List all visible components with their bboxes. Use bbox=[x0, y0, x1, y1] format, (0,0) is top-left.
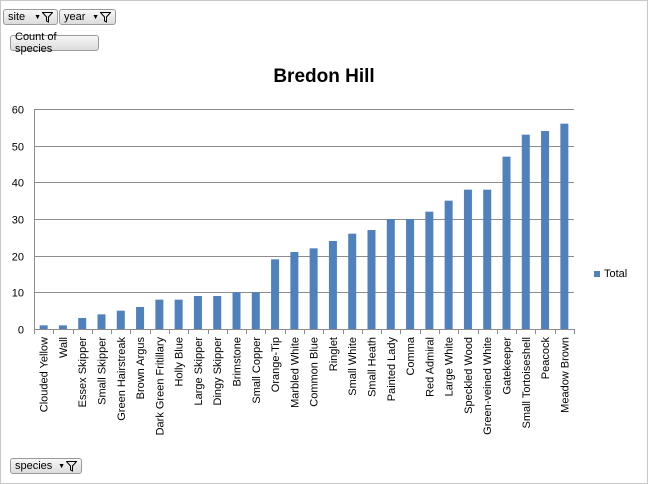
y-tick-label: 0 bbox=[18, 325, 24, 337]
x-tick-label: Meadow Brown bbox=[559, 337, 571, 413]
x-tick-label: Essex Skipper bbox=[77, 337, 89, 408]
bar bbox=[367, 230, 376, 329]
filter-funnel-icon bbox=[66, 460, 77, 472]
bar bbox=[560, 123, 569, 330]
bar bbox=[483, 189, 492, 329]
y-tick-label: 20 bbox=[12, 252, 24, 264]
bar bbox=[116, 310, 125, 329]
x-tick-label: Brown Argus bbox=[135, 337, 147, 400]
x-tick-label: Clouded Yellow bbox=[39, 337, 51, 412]
y-tick-label: 30 bbox=[12, 215, 24, 227]
x-tick-label: Gatekeeper bbox=[502, 337, 514, 395]
bar bbox=[541, 131, 550, 329]
bar bbox=[386, 219, 395, 329]
site-filter-button[interactable]: site ▼ bbox=[3, 9, 58, 25]
bar bbox=[425, 211, 434, 329]
y-tick-label: 50 bbox=[12, 142, 24, 154]
y-tick-label: 60 bbox=[12, 105, 24, 117]
x-tick-label: Holly Blue bbox=[174, 337, 186, 387]
x-tick-label: Green Hairstreak bbox=[116, 337, 128, 421]
x-tick-label: Comma bbox=[405, 336, 417, 375]
x-tick-label: Red Admiral bbox=[424, 337, 436, 397]
filter-funnel-icon bbox=[42, 11, 53, 23]
filter-funnel-icon bbox=[100, 11, 111, 23]
bar bbox=[193, 296, 202, 329]
bar bbox=[309, 248, 318, 329]
y-tick-label: 40 bbox=[12, 178, 24, 190]
x-tick-label: Large Skipper bbox=[193, 337, 205, 406]
bar bbox=[213, 296, 222, 329]
dropdown-arrow-icon: ▼ bbox=[58, 462, 65, 470]
species-axis-field-button[interactable]: species ▼ bbox=[10, 458, 82, 474]
x-tick-label: Painted Lady bbox=[386, 337, 398, 402]
x-tick-label: Ringlet bbox=[328, 337, 340, 371]
x-tick-label: Marbled White bbox=[289, 337, 301, 408]
bar bbox=[58, 325, 67, 329]
x-tick-label: Small Tortoiseshell bbox=[521, 337, 533, 429]
x-tick-label: Dingy Skipper bbox=[212, 337, 224, 406]
year-filter-label: year bbox=[64, 11, 86, 23]
site-filter-label: site bbox=[8, 11, 26, 23]
x-tick-label: Green-veined White bbox=[482, 337, 494, 435]
x-tick-label: Small Copper bbox=[251, 337, 263, 404]
x-tick-label: Small Skipper bbox=[97, 337, 109, 405]
x-tick-label: Small White bbox=[347, 337, 359, 396]
bar bbox=[136, 307, 145, 329]
bar bbox=[271, 259, 280, 329]
x-tick-label: Orange-Tip bbox=[270, 337, 282, 392]
value-field-button[interactable]: Count of species bbox=[10, 31, 99, 55]
bar bbox=[39, 325, 48, 329]
x-tick-label: Large White bbox=[444, 337, 456, 396]
bar bbox=[444, 200, 453, 329]
bar bbox=[78, 318, 87, 329]
bar bbox=[521, 134, 530, 329]
legend-label: Total bbox=[604, 268, 628, 280]
x-tick-label: Brimstone bbox=[232, 337, 244, 387]
bar bbox=[174, 299, 183, 329]
bar bbox=[155, 299, 164, 329]
x-tick-label: Common Blue bbox=[309, 337, 321, 407]
x-tick-label: Wall bbox=[58, 337, 70, 358]
bar bbox=[97, 314, 106, 329]
y-tick-label: 10 bbox=[12, 288, 24, 300]
legend: Total bbox=[594, 268, 627, 280]
x-tick-label: Peacock bbox=[540, 337, 552, 380]
dropdown-arrow-icon: ▼ bbox=[92, 13, 99, 21]
value-field-label: Count of species bbox=[15, 31, 57, 55]
bar bbox=[328, 241, 337, 329]
bar bbox=[251, 292, 260, 329]
dropdown-arrow-icon: ▼ bbox=[34, 13, 41, 21]
chart-title: Bredon Hill bbox=[273, 66, 375, 87]
x-tick-label: Dark Green Fritillary bbox=[154, 337, 166, 436]
legend-swatch bbox=[594, 271, 600, 277]
bar bbox=[406, 219, 415, 329]
year-filter-button[interactable]: year ▼ bbox=[59, 9, 116, 25]
x-tick-label: Speckled Wood bbox=[463, 337, 475, 414]
bar bbox=[290, 252, 299, 329]
species-axis-field-label: species bbox=[15, 460, 53, 472]
x-tick-label: Small Heath bbox=[367, 337, 379, 397]
bar bbox=[502, 156, 511, 329]
bar bbox=[232, 292, 241, 329]
bar bbox=[348, 233, 357, 329]
bar bbox=[463, 189, 472, 329]
